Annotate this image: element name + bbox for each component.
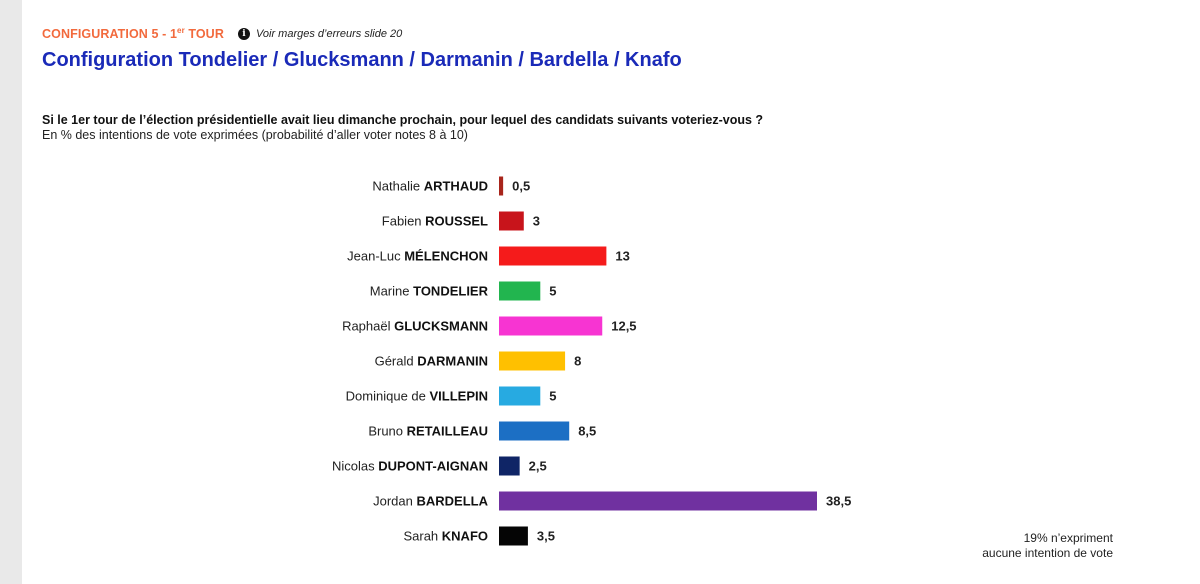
candidate-last-name: BARDELLA bbox=[417, 494, 489, 509]
value-label: 8,5 bbox=[578, 424, 596, 439]
bar bbox=[499, 386, 541, 406]
bar bbox=[499, 526, 528, 546]
candidate-label: Dominique de VILLEPIN bbox=[346, 389, 488, 404]
value-label: 12,5 bbox=[611, 319, 636, 334]
slide: CONFIGURATION 5 - 1er TOUR i Voir marges… bbox=[22, 0, 1200, 584]
value-label: 3,5 bbox=[537, 529, 555, 544]
bar bbox=[499, 316, 603, 336]
candidate-first-name: Bruno bbox=[368, 424, 406, 439]
bar bbox=[499, 211, 524, 231]
bar bbox=[499, 491, 817, 511]
candidate-first-name: Raphaël bbox=[342, 319, 394, 334]
candidate-last-name: RETAILLEAU bbox=[407, 424, 488, 439]
value-label: 8 bbox=[574, 354, 581, 369]
bar bbox=[499, 246, 607, 266]
bar bbox=[499, 421, 570, 441]
value-label: 2,5 bbox=[529, 459, 547, 474]
candidate-first-name: Sarah bbox=[403, 529, 441, 544]
footnote-line-1: 19% n’expriment bbox=[1023, 531, 1113, 545]
candidate-last-name: ROUSSEL bbox=[425, 214, 488, 229]
bar bbox=[499, 281, 541, 301]
candidate-last-name: GLUCKSMANN bbox=[394, 319, 488, 334]
question-text: Si le 1er tour de l’élection présidentie… bbox=[42, 113, 764, 127]
footnote-line-2: aucune intention de vote bbox=[982, 546, 1113, 560]
bar bbox=[499, 351, 566, 371]
candidate-first-name: Nicolas bbox=[332, 459, 378, 474]
value-label: 13 bbox=[615, 249, 629, 264]
candidate-label: Marine TONDELIER bbox=[370, 284, 489, 299]
candidate-first-name: Dominique de bbox=[346, 389, 430, 404]
candidate-first-name: Gérald bbox=[375, 354, 418, 369]
candidate-last-name: DARMANIN bbox=[417, 354, 488, 369]
page-title: Configuration Tondelier / Glucksmann / D… bbox=[42, 49, 682, 71]
value-label: 3 bbox=[533, 214, 540, 229]
value-label: 38,5 bbox=[826, 494, 851, 509]
candidate-first-name: Fabien bbox=[382, 214, 425, 229]
candidate-label: Nicolas DUPONT-AIGNAN bbox=[332, 459, 488, 474]
candidate-label: Jordan BARDELLA bbox=[373, 494, 488, 509]
footnote: 19% n’expriment aucune intention de vote bbox=[982, 531, 1113, 561]
candidate-first-name: Jordan bbox=[373, 494, 416, 509]
candidate-last-name: ARTHAUD bbox=[424, 179, 488, 194]
candidate-last-name: KNAFO bbox=[442, 529, 488, 544]
candidate-label: Sarah KNAFO bbox=[403, 529, 488, 544]
top-bar: CONFIGURATION 5 - 1er TOUR i Voir marges… bbox=[42, 26, 402, 41]
value-label: 5 bbox=[549, 389, 556, 404]
candidate-first-name: Nathalie bbox=[372, 179, 423, 194]
value-label: 5 bbox=[549, 284, 556, 299]
margin-note: Voir marges d’erreurs slide 20 bbox=[255, 27, 403, 40]
bar bbox=[499, 176, 504, 196]
chart-subtitle: En % des intentions de vote exprimées (p… bbox=[42, 128, 468, 142]
candidate-first-name: Marine bbox=[370, 284, 413, 299]
info-icon: i bbox=[237, 27, 250, 40]
candidate-label: Gérald DARMANIN bbox=[375, 354, 488, 369]
candidate-last-name: TONDELIER bbox=[413, 284, 488, 299]
candidate-last-name: DUPONT-AIGNAN bbox=[378, 459, 488, 474]
candidate-label: Nathalie ARTHAUD bbox=[372, 179, 488, 194]
candidate-label: Bruno RETAILLEAU bbox=[368, 424, 488, 439]
candidate-first-name: Jean-Luc bbox=[347, 249, 404, 264]
candidate-label: Fabien ROUSSEL bbox=[382, 214, 488, 229]
candidate-label: Raphaël GLUCKSMANN bbox=[342, 319, 488, 334]
candidate-last-name: MÉLENCHON bbox=[404, 249, 488, 264]
value-label: 0,5 bbox=[512, 179, 530, 194]
configuration-tag: CONFIGURATION 5 - 1er TOUR bbox=[42, 26, 224, 42]
candidate-last-name: VILLEPIN bbox=[429, 389, 488, 404]
bar bbox=[499, 456, 520, 476]
candidate-label: Jean-Luc MÉLENCHON bbox=[347, 249, 488, 264]
bar-chart: Nathalie ARTHAUD 0,5 Fabien ROUSSEL 3 Jean-L… bbox=[332, 176, 851, 546]
